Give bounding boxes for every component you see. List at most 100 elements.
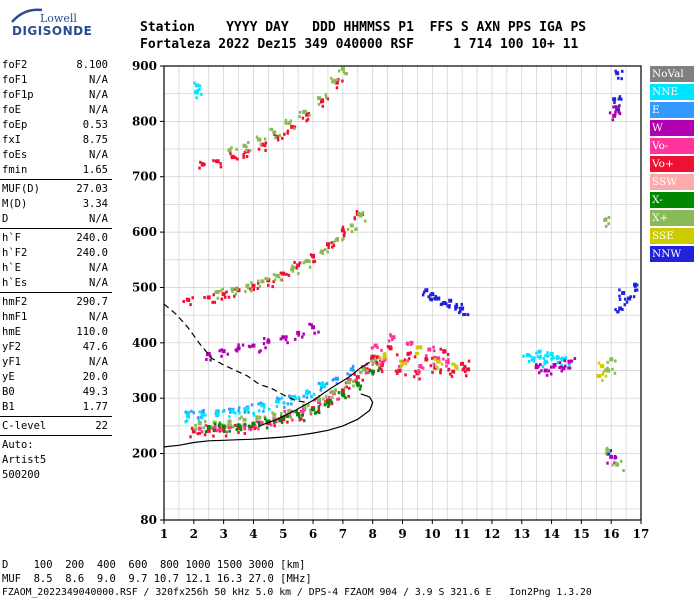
data-point-fragment	[618, 297, 622, 301]
data-point-fragment	[306, 117, 310, 121]
data-point-fragment	[541, 365, 545, 369]
data-point-fragment	[228, 429, 231, 433]
footer-file-row: FZAOM_2022349040000.RSF / 320fx256h 50 k…	[2, 587, 592, 598]
data-point-fragment	[250, 281, 253, 285]
data-point-fragment	[210, 425, 213, 429]
data-point-fragment	[391, 338, 394, 342]
data-point-fragment	[308, 259, 311, 263]
data-point-fragment	[293, 127, 296, 131]
data-point	[290, 267, 295, 272]
data-point-fragment	[256, 281, 260, 285]
param-label: B0	[2, 386, 15, 398]
data-point-fragment	[341, 79, 344, 83]
data-point-fragment	[271, 285, 274, 289]
data-point-fragment	[229, 410, 232, 414]
data-point-fragment	[332, 243, 336, 247]
data-point-fragment	[246, 286, 250, 290]
data-point-fragment	[387, 345, 390, 349]
data-point	[266, 339, 271, 344]
data-point-fragment	[335, 78, 339, 82]
data-point-fragment	[337, 391, 341, 395]
data-point-fragment	[297, 272, 300, 276]
data-point-fragment	[346, 372, 349, 376]
data-point-fragment	[558, 361, 562, 365]
data-point	[349, 367, 354, 372]
data-point-fragment	[201, 162, 204, 166]
data-point	[305, 389, 310, 394]
data-point	[436, 296, 441, 301]
data-point-fragment	[446, 304, 449, 308]
data-point	[305, 258, 310, 263]
param-label: h`F2	[2, 247, 28, 259]
data-point-fragment	[219, 162, 222, 166]
data-point-fragment	[346, 377, 350, 381]
param-label: hmE	[2, 326, 21, 338]
data-point-fragment	[308, 265, 312, 269]
data-point-fragment	[342, 236, 345, 240]
data-point-fragment	[237, 343, 240, 347]
data-point-fragment	[338, 69, 341, 73]
data-point-fragment	[433, 357, 437, 361]
data-point-fragment	[214, 159, 218, 163]
param-value: N/A	[89, 262, 108, 274]
data-point-fragment	[549, 365, 553, 369]
data-point-fragment	[243, 410, 247, 414]
legend-item-nnw: NNW	[650, 246, 694, 262]
data-point-fragment	[551, 354, 554, 358]
param-value: 27.03	[76, 183, 108, 195]
data-point-fragment	[327, 403, 331, 407]
y-tick-label: 80	[140, 513, 157, 527]
data-point-fragment	[194, 423, 197, 427]
data-point	[436, 359, 441, 364]
data-point-fragment	[283, 409, 287, 413]
param-label: foEp	[2, 119, 28, 131]
data-point-fragment	[288, 394, 291, 398]
legend-item-e: E	[650, 102, 694, 118]
param-value: 1.65	[82, 164, 108, 176]
param-row: hmF1 N/A	[0, 310, 112, 325]
data-point-fragment	[617, 106, 620, 110]
data-point-fragment	[400, 364, 403, 368]
data-point	[191, 429, 196, 434]
data-point-fragment	[298, 418, 302, 422]
data-point-fragment	[399, 359, 402, 363]
param-label: yF1	[2, 356, 21, 368]
panel-divider	[0, 292, 112, 293]
data-point-fragment	[330, 76, 333, 80]
param-row: B0 49.3	[0, 385, 112, 400]
data-point-fragment	[346, 227, 350, 231]
data-point-fragment	[256, 286, 260, 290]
data-point-fragment	[329, 398, 332, 402]
data-point-fragment	[620, 77, 623, 81]
data-point-fragment	[422, 290, 426, 294]
data-point-fragment	[231, 289, 234, 293]
data-point-fragment	[414, 369, 417, 373]
panel-divider	[0, 435, 112, 436]
data-point	[215, 289, 220, 294]
data-point	[454, 304, 459, 309]
data-point-fragment	[440, 302, 443, 306]
data-point-fragment	[539, 354, 542, 358]
param-value: N/A	[89, 213, 108, 225]
data-point-fragment	[266, 279, 270, 283]
data-point-fragment	[238, 411, 241, 415]
data-point-fragment	[447, 368, 450, 372]
data-point-fragment	[427, 348, 431, 352]
data-point-fragment	[198, 84, 202, 88]
data-point	[260, 142, 265, 147]
data-point-fragment	[568, 363, 571, 367]
data-point-fragment	[323, 403, 327, 407]
data-point-fragment	[255, 420, 259, 424]
data-point-fragment	[403, 358, 407, 362]
data-point	[287, 408, 292, 413]
data-point-fragment	[285, 414, 288, 418]
data-point-fragment	[607, 222, 610, 226]
data-point-fragment	[276, 418, 280, 422]
data-point	[543, 368, 548, 373]
data-point-fragment	[535, 351, 538, 355]
data-point-fragment	[434, 364, 438, 368]
data-point-fragment	[415, 346, 419, 350]
data-point-fragment	[317, 330, 320, 334]
data-point-fragment	[606, 448, 609, 452]
data-point	[275, 134, 280, 139]
